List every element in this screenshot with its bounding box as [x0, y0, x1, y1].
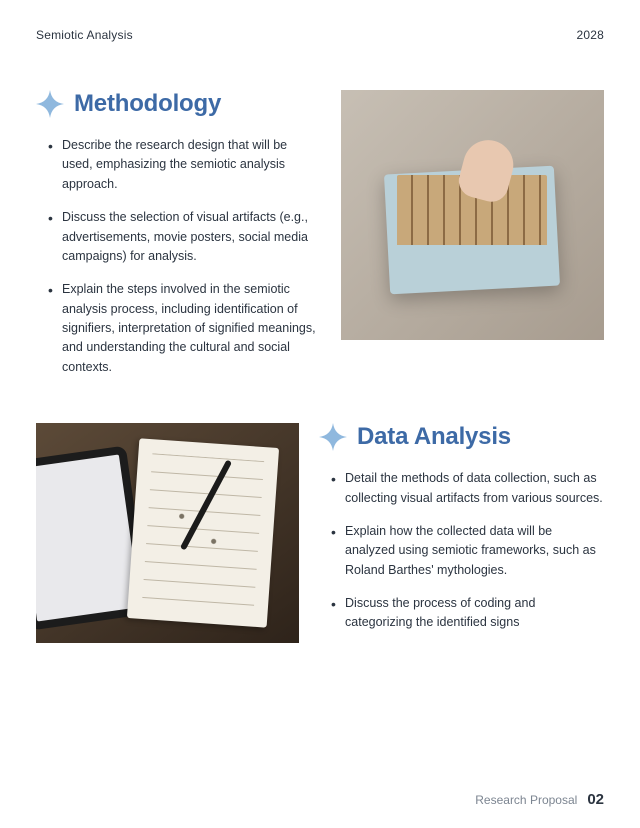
methodology-image: [341, 90, 604, 340]
page-footer: Research Proposal 02: [475, 791, 604, 808]
data-analysis-bullets: Detail the methods of data collection, s…: [319, 469, 604, 633]
methodology-text-column: Methodology Describe the research design…: [36, 90, 321, 391]
sparkle-icon: [36, 90, 64, 118]
footer-label: Research Proposal: [475, 793, 577, 807]
data-analysis-image-column: [36, 423, 299, 647]
bullet-item: Explain how the collected data will be a…: [333, 522, 604, 580]
bullet-item: Discuss the process of coding and catego…: [333, 594, 604, 633]
data-analysis-text-column: Data Analysis Detail the methods of data…: [319, 423, 604, 647]
page-header: Semiotic Analysis 2028: [36, 28, 604, 42]
methodology-bullets: Describe the research design that will b…: [36, 136, 321, 377]
bullet-item: Discuss the selection of visual artifact…: [50, 208, 321, 266]
sparkle-icon: [319, 423, 347, 451]
header-left: Semiotic Analysis: [36, 28, 133, 42]
data-analysis-title: Data Analysis: [357, 423, 511, 451]
header-right: 2028: [577, 28, 605, 42]
data-analysis-heading-row: Data Analysis: [319, 423, 604, 451]
bullet-item: Explain the steps involved in the semiot…: [50, 280, 321, 377]
bullet-item: Detail the methods of data collection, s…: [333, 469, 604, 508]
section-methodology: Methodology Describe the research design…: [36, 90, 604, 391]
page-number: 02: [587, 791, 604, 808]
methodology-image-column: [341, 90, 604, 391]
methodology-heading-row: Methodology: [36, 90, 321, 118]
bullet-item: Describe the research design that will b…: [50, 136, 321, 194]
data-analysis-image: [36, 423, 299, 643]
section-data-analysis: Data Analysis Detail the methods of data…: [36, 423, 604, 647]
methodology-title: Methodology: [74, 90, 221, 118]
